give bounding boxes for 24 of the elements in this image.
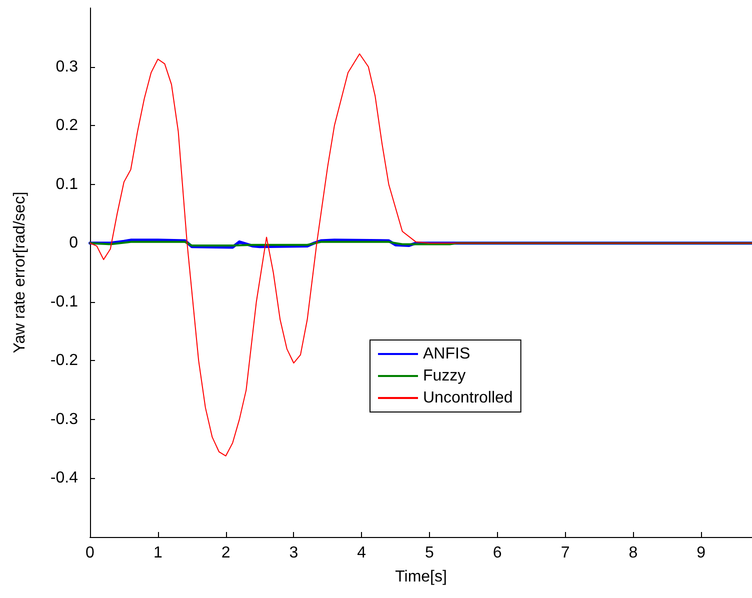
y-tick-label: -0.3: [50, 410, 78, 428]
x-tick-label: 4: [357, 544, 366, 562]
x-tick-label: 1: [153, 544, 162, 562]
x-tick-label: 3: [289, 544, 298, 562]
legend-label: Fuzzy: [423, 368, 466, 384]
x-tick-label: 2: [221, 544, 230, 562]
y-axis-title: Yaw rate error[rad/sec]: [12, 192, 28, 354]
x-tick-label: 6: [492, 544, 502, 562]
y-tick-label: -0.1: [50, 293, 78, 310]
y-tick-label: 0.3: [56, 58, 78, 76]
legend-label: Uncontrolled: [423, 390, 513, 406]
y-tick-label: -0.2: [50, 352, 78, 370]
x-tick-label: 7: [560, 544, 570, 562]
legend-label: ANFIS: [423, 346, 470, 362]
y-tick-label: 0.1: [56, 176, 78, 193]
x-tick-label: 0: [86, 544, 95, 562]
x-tick-label: 8: [628, 544, 638, 562]
x-tick-label: 9: [696, 544, 706, 562]
y-tick-label: 0: [69, 234, 78, 252]
y-tick-label: 0.2: [56, 117, 78, 134]
y-tick-label: -0.4: [50, 470, 78, 487]
x-tick-label: 5: [425, 544, 434, 562]
line-series: [90, 53, 752, 456]
x-axis-title: Time[s]: [395, 568, 447, 586]
